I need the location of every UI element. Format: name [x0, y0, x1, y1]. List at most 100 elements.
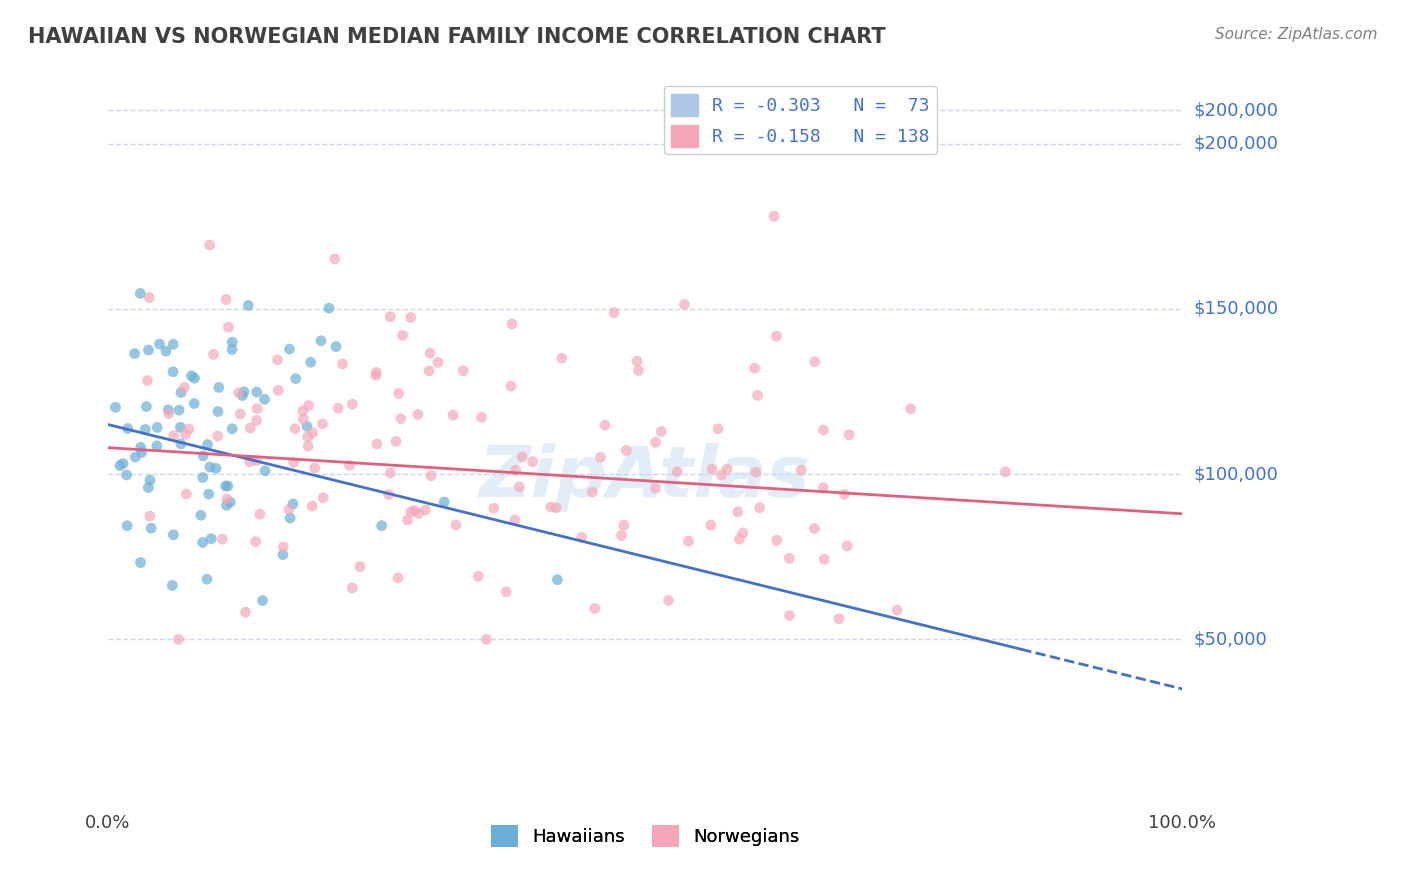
Norwegians: [174, 427, 197, 442]
Norwegians: [277, 502, 299, 516]
Norwegians: [380, 310, 402, 324]
Hawaiians: [104, 401, 127, 415]
Norwegians: [246, 453, 269, 467]
Hawaiians: [162, 337, 184, 351]
Text: $150,000: $150,000: [1194, 300, 1278, 318]
Hawaiians: [232, 384, 254, 399]
Norwegians: [297, 399, 319, 413]
Norwegians: [292, 412, 315, 426]
Norwegians: [813, 552, 835, 566]
Norwegians: [167, 632, 190, 647]
Legend: Hawaiians, Norwegians: Hawaiians, Norwegians: [484, 817, 807, 854]
Norwegians: [323, 252, 346, 266]
Hawaiians: [167, 403, 190, 417]
Norwegians: [501, 317, 523, 331]
Hawaiians: [129, 556, 152, 570]
Norwegians: [803, 521, 825, 535]
Norwegians: [834, 487, 856, 501]
Hawaiians: [169, 420, 191, 434]
Norwegians: [765, 329, 787, 343]
Norwegians: [399, 505, 422, 519]
Norwegians: [349, 559, 371, 574]
Hawaiians: [221, 343, 243, 357]
Norwegians: [616, 443, 638, 458]
Norwegians: [387, 571, 409, 585]
Norwegians: [626, 354, 648, 368]
Hawaiians: [198, 460, 221, 475]
Hawaiians: [131, 445, 153, 459]
Norwegians: [813, 423, 835, 437]
Hawaiians: [170, 437, 193, 451]
Norwegians: [583, 601, 606, 615]
Hawaiians: [135, 400, 157, 414]
Norwegians: [297, 439, 319, 453]
Text: $50,000: $50,000: [1194, 631, 1267, 648]
Norwegians: [837, 539, 859, 553]
Norwegians: [283, 455, 305, 469]
Hawaiians: [124, 346, 146, 360]
Hawaiians: [299, 355, 322, 369]
Norwegians: [503, 513, 526, 527]
Norwegians: [328, 401, 350, 416]
Hawaiians: [546, 573, 568, 587]
Norwegians: [716, 462, 738, 476]
Norwegians: [838, 427, 860, 442]
Hawaiians: [195, 572, 218, 586]
Norwegians: [441, 408, 464, 422]
Norwegians: [364, 368, 387, 383]
Hawaiians: [208, 380, 231, 394]
Hawaiians: [148, 337, 170, 351]
Hawaiians: [318, 301, 340, 315]
Norwegians: [673, 297, 696, 311]
Norwegians: [266, 352, 288, 367]
Hawaiians: [191, 535, 214, 549]
Norwegians: [744, 361, 766, 376]
Norwegians: [699, 518, 721, 533]
Norwegians: [418, 364, 440, 378]
Hawaiians: [139, 473, 162, 487]
Text: ZipAtlas: ZipAtlas: [479, 443, 811, 512]
Norwegians: [678, 534, 700, 549]
Norwegians: [546, 500, 568, 515]
Hawaiians: [252, 593, 274, 607]
Hawaiians: [214, 479, 236, 493]
Norwegians: [339, 458, 361, 473]
Norwegians: [482, 501, 505, 516]
Hawaiians: [180, 368, 202, 383]
Hawaiians: [146, 439, 169, 453]
Norwegians: [342, 581, 364, 595]
Norwegians: [239, 421, 262, 435]
Hawaiians: [215, 499, 238, 513]
Norwegians: [211, 532, 233, 546]
Hawaiians: [191, 449, 214, 463]
Hawaiians: [191, 470, 214, 484]
Text: Source: ZipAtlas.com: Source: ZipAtlas.com: [1215, 27, 1378, 42]
Hawaiians: [219, 495, 242, 509]
Norwegians: [301, 499, 323, 513]
Hawaiians: [271, 548, 294, 562]
Norwegians: [271, 540, 294, 554]
Hawaiians: [197, 487, 219, 501]
Norwegians: [763, 209, 786, 223]
Hawaiians: [205, 461, 228, 475]
Hawaiians: [117, 421, 139, 435]
Hawaiians: [207, 404, 229, 418]
Hawaiians: [108, 458, 131, 473]
Norwegians: [304, 460, 326, 475]
Hawaiians: [221, 422, 243, 436]
Norwegians: [727, 505, 749, 519]
Hawaiians: [134, 422, 156, 436]
Norwegians: [229, 407, 252, 421]
Hawaiians: [124, 450, 146, 464]
Norwegians: [731, 525, 754, 540]
Norwegians: [301, 425, 323, 440]
Hawaiians: [138, 343, 160, 357]
Hawaiians: [197, 437, 219, 451]
Hawaiians: [278, 342, 301, 356]
Norwegians: [207, 429, 229, 443]
Hawaiians: [325, 340, 347, 354]
Hawaiians: [295, 419, 318, 434]
Hawaiians: [162, 365, 184, 379]
Norwegians: [139, 509, 162, 524]
Norwegians: [163, 428, 186, 442]
